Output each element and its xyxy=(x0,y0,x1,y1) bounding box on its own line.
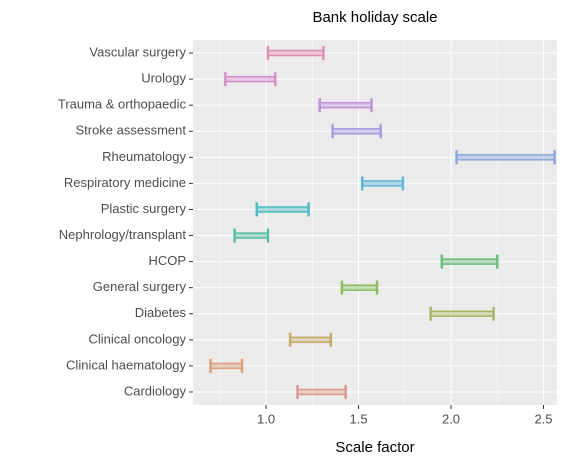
y-tick-label: Diabetes xyxy=(135,305,187,320)
range-bar xyxy=(233,232,269,239)
y-tick-label: Respiratory medicine xyxy=(64,175,186,190)
x-tick-label: 2.0 xyxy=(442,411,460,426)
range-bar xyxy=(341,284,378,291)
range-bar xyxy=(318,101,373,109)
x-tick-label: 2.5 xyxy=(534,411,552,426)
y-tick-label: Urology xyxy=(141,71,186,86)
range-bar xyxy=(441,258,499,265)
y-tick-label: Rheumatology xyxy=(102,149,186,164)
x-tick-label: 1.0 xyxy=(257,411,275,426)
range-bar xyxy=(224,75,277,83)
x-axis-label: Scale factor xyxy=(335,439,414,456)
panel xyxy=(193,40,557,405)
range-bar xyxy=(296,388,347,396)
y-tick-label: Clinical haematology xyxy=(66,357,186,372)
y-tick-label: Nephrology/transplant xyxy=(59,227,187,242)
range-bar xyxy=(331,128,382,135)
x-tick-label: 1.5 xyxy=(349,411,367,426)
range-bar xyxy=(429,310,495,317)
range-bar xyxy=(289,336,332,344)
range-bar xyxy=(361,180,404,187)
y-tick-label: General surgery xyxy=(93,279,187,294)
y-tick-label: Plastic surgery xyxy=(101,201,187,216)
range-bar xyxy=(256,206,310,213)
y-tick-label: Stroke assessment xyxy=(75,123,186,138)
y-tick-label: Vascular surgery xyxy=(89,44,186,59)
y-tick-label: Clinical oncology xyxy=(88,331,186,346)
range-bar xyxy=(209,362,243,370)
range-bar xyxy=(455,154,556,161)
y-tick-label: Cardiology xyxy=(124,383,187,398)
y-tick-label: HCOP xyxy=(148,253,186,268)
y-tick-label: Trauma & orthopaedic xyxy=(58,97,187,112)
chart-title: Bank holiday scale xyxy=(312,9,437,26)
range-bar xyxy=(267,49,325,57)
